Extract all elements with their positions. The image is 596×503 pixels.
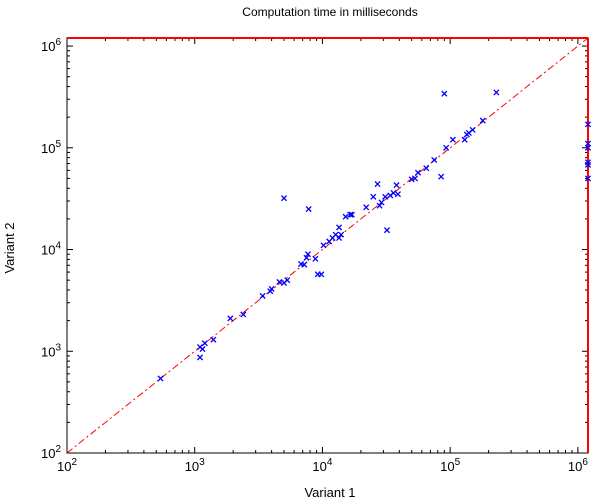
y-tick-label: 102 bbox=[41, 444, 61, 461]
data-point bbox=[584, 161, 592, 168]
x-tick-label: 102 bbox=[57, 457, 77, 474]
data-point bbox=[196, 354, 204, 361]
data-point bbox=[394, 191, 401, 198]
data-point bbox=[441, 90, 448, 97]
data-point bbox=[157, 375, 164, 382]
data-point bbox=[304, 251, 312, 258]
data-point bbox=[376, 202, 383, 209]
y-axis-label: Variant 2 bbox=[2, 222, 17, 273]
data-point bbox=[363, 204, 370, 211]
data-point bbox=[210, 336, 217, 343]
data-point bbox=[370, 193, 377, 200]
data-point bbox=[276, 278, 283, 286]
data-point bbox=[312, 255, 319, 262]
data-point bbox=[259, 292, 266, 299]
data-point bbox=[374, 181, 381, 188]
data-point bbox=[201, 340, 208, 347]
data-point bbox=[305, 205, 312, 213]
data-point bbox=[411, 175, 419, 182]
x-tick-label: 106 bbox=[568, 457, 588, 474]
data-point bbox=[378, 199, 385, 206]
data-point bbox=[318, 271, 325, 278]
data-point bbox=[301, 261, 308, 268]
data-point bbox=[461, 136, 468, 143]
data-point bbox=[336, 224, 343, 231]
data-point bbox=[423, 165, 430, 172]
x-tick-label: 105 bbox=[440, 457, 460, 474]
data-point bbox=[414, 169, 422, 176]
data-point bbox=[338, 231, 345, 238]
data-point bbox=[303, 254, 310, 261]
data-point bbox=[584, 121, 592, 128]
data-point bbox=[382, 193, 389, 200]
data-point bbox=[347, 211, 354, 218]
y-tick-label: 105 bbox=[41, 139, 61, 156]
data-point bbox=[383, 227, 391, 234]
data-point bbox=[348, 211, 355, 218]
data-point bbox=[438, 173, 445, 180]
data-point bbox=[431, 156, 438, 163]
data-point bbox=[240, 311, 247, 318]
y-tick-label: 106 bbox=[41, 37, 61, 54]
data-point bbox=[390, 189, 397, 196]
data-point bbox=[284, 277, 291, 284]
y-tick-label: 104 bbox=[41, 241, 61, 258]
data-point bbox=[280, 195, 288, 202]
data-point bbox=[336, 234, 343, 241]
data-point bbox=[199, 346, 206, 353]
data-point bbox=[449, 136, 456, 143]
plot-area: 102 103 104 105 106 102 103 104 105 106 bbox=[41, 37, 592, 474]
data-point bbox=[584, 175, 592, 182]
x-tick-label: 104 bbox=[312, 457, 332, 474]
data-point bbox=[479, 117, 486, 124]
data-point bbox=[393, 182, 400, 189]
data-point bbox=[443, 144, 450, 151]
data-point bbox=[342, 213, 349, 220]
data-point bbox=[320, 242, 327, 249]
data-point bbox=[268, 285, 275, 292]
diagonal-line bbox=[66, 37, 589, 454]
chart-title: Computation time in milliseconds bbox=[242, 5, 417, 19]
data-point bbox=[584, 159, 592, 166]
data-point bbox=[493, 89, 500, 96]
data-point bbox=[227, 315, 234, 322]
x-axis-label: Variant 1 bbox=[304, 485, 355, 500]
x-tick-label: 103 bbox=[185, 457, 205, 474]
data-point bbox=[584, 144, 592, 151]
data-point bbox=[469, 126, 476, 133]
y-tick-label: 103 bbox=[41, 342, 61, 359]
